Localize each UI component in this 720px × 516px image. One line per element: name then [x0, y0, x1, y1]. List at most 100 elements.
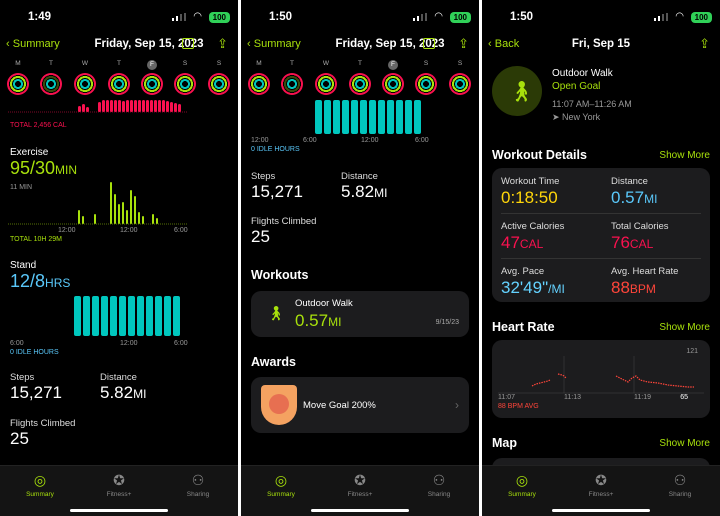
tick: 6:00	[174, 227, 188, 234]
share-icon[interactable]: ⇪	[217, 36, 228, 51]
move-bar	[142, 100, 145, 112]
tab-sharing[interactable]: ⚇ Sharing	[409, 472, 469, 498]
active-unit: CAL	[519, 237, 544, 251]
day-sat[interactable]: S	[171, 60, 199, 70]
heart-rate-title: Heart Rate	[492, 320, 555, 334]
divider	[501, 258, 701, 259]
walk-icon: 🚶︎	[509, 81, 535, 103]
flights-label: Flights Climbed	[10, 418, 76, 429]
tab-label: Summary	[267, 491, 295, 498]
exercise-bar	[94, 214, 96, 224]
day-tue[interactable]: T	[278, 60, 306, 70]
distance-number: 0.57	[611, 188, 645, 207]
day-tue[interactable]: T	[37, 60, 65, 70]
heart-rate-chart	[498, 356, 704, 394]
day-wed[interactable]: W	[71, 60, 99, 70]
rings-icon: ◎	[274, 472, 288, 488]
activity-ring	[349, 73, 371, 95]
exercise-value: 95/30MIN	[10, 158, 77, 179]
map-show-more[interactable]: Show More	[659, 438, 710, 449]
stand-bar	[83, 296, 90, 336]
share-icon[interactable]: ⇪	[699, 36, 710, 51]
calendar-icon[interactable]	[423, 38, 435, 49]
day-label: T	[290, 60, 294, 67]
stand-bar	[387, 100, 394, 134]
award-card[interactable]: Move Goal 200% ›	[251, 377, 469, 433]
stand-bar	[342, 100, 349, 134]
stand-bar	[378, 100, 385, 134]
flights-value: 25	[251, 227, 270, 246]
activity-ring	[248, 73, 270, 95]
tab-fitness[interactable]: ✪ Fitness+	[89, 472, 149, 498]
move-bar	[166, 101, 169, 112]
tab-summary[interactable]: ◎ Summary	[492, 472, 552, 498]
hr-number: 88	[611, 278, 630, 297]
day-fri[interactable]: F	[138, 60, 166, 70]
details-show-more[interactable]: Show More	[659, 150, 710, 161]
divider	[501, 213, 701, 214]
day-sun[interactable]: S	[205, 60, 233, 70]
tab-bar: ◎ Summary ✪ Fitness+ ⚇ Sharing	[0, 465, 238, 516]
tab-label: Sharing	[668, 491, 692, 498]
distance-number: 5.82	[341, 182, 375, 201]
back-button[interactable]: ‹ Summary	[247, 38, 301, 50]
tab-fitness[interactable]: ✪ Fitness+	[330, 472, 390, 498]
move-bar	[174, 103, 177, 112]
activity-ring	[382, 73, 404, 95]
day-thu[interactable]: T	[105, 60, 133, 70]
day-sun[interactable]: S	[446, 60, 474, 70]
stand-chart	[315, 100, 421, 134]
activity-ring	[449, 73, 471, 95]
distance-unit: MI	[644, 192, 658, 206]
tick: 12:00	[251, 137, 269, 144]
tab-fitness[interactable]: ✪ Fitness+	[571, 472, 631, 498]
day-label: S	[182, 60, 188, 67]
day-mon[interactable]: M	[4, 60, 32, 70]
calendar-icon[interactable]	[182, 38, 194, 49]
details-card: Workout Time 0:18:50 Distance 0.57MI Act…	[492, 168, 710, 302]
workout-value: 0.57MI	[295, 311, 341, 331]
total-cal-value: 76CAL	[611, 233, 653, 253]
tab-sharing[interactable]: ⚇ Sharing	[168, 472, 228, 498]
day-fri[interactable]: F	[379, 60, 407, 70]
tab-sharing[interactable]: ⚇ Sharing	[650, 472, 710, 498]
day-mon[interactable]: M	[245, 60, 273, 70]
heart-rate-card[interactable]: 121 11:07 11:13 11:19 65 88 BPM AVG	[492, 340, 710, 418]
steps-label: Steps	[251, 171, 276, 182]
workout-date: 9/15/23	[435, 319, 459, 326]
exercise-bar	[82, 216, 84, 224]
distance-unit: MI	[374, 186, 388, 200]
map-title: Map	[492, 436, 517, 450]
pace-number: 32'49"	[501, 278, 549, 297]
workout-time-label: Workout Time	[501, 176, 560, 187]
tick: 12:00	[58, 227, 76, 234]
active-cal-value: 47CAL	[501, 233, 543, 253]
hr-avg: 88 BPM AVG	[498, 403, 539, 410]
tab-summary[interactable]: ◎ Summary	[251, 472, 311, 498]
wifi-icon: ◠	[434, 11, 443, 22]
back-button[interactable]: ‹ Back	[488, 38, 520, 50]
day-wed[interactable]: W	[312, 60, 340, 70]
move-bar	[162, 100, 165, 112]
walk-icon: 🚶︎	[267, 305, 285, 321]
steps-value: 15,271	[10, 383, 62, 402]
tab-summary[interactable]: ◎ Summary	[10, 472, 70, 498]
exercise-bar	[114, 194, 116, 224]
move-bar	[102, 100, 105, 112]
nav-bar: ‹ Summary Friday, Sep 15, 2023 ⇪	[0, 36, 238, 56]
distance-value: 5.82MI	[341, 182, 387, 202]
day-thu[interactable]: T	[346, 60, 374, 70]
day-sat[interactable]: S	[412, 60, 440, 70]
move-bar	[146, 100, 149, 112]
nav-title: Fri, Sep 15	[571, 38, 631, 50]
back-button[interactable]: ‹ Summary	[6, 38, 60, 50]
day-label: W	[81, 60, 89, 67]
stand-bar	[164, 296, 171, 336]
share-icon[interactable]: ⇪	[458, 36, 469, 51]
week-strip: M T W T F S S	[0, 60, 238, 100]
location-arrow-icon: ➤	[552, 112, 563, 122]
heart-show-more[interactable]: Show More	[659, 322, 710, 333]
workout-card[interactable]: 🚶︎ Outdoor Walk 0.57MI 9/15/23	[251, 291, 469, 337]
battery-icon: 100	[449, 12, 471, 23]
tick: 6:00	[10, 340, 24, 347]
